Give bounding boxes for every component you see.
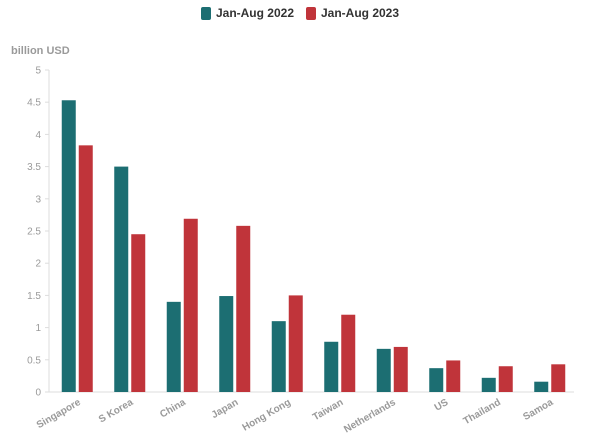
y-tick-label: 2.5 <box>27 227 41 238</box>
bar-thailand-2022 <box>481 377 496 392</box>
x-category-label: Taiwan <box>311 397 345 423</box>
legend-item-2023[interactable]: Jan-Aug 2023 <box>306 6 399 20</box>
bar-china-2022 <box>166 301 181 392</box>
y-tick-label: 2 <box>35 259 41 270</box>
bar-s-korea-2023 <box>131 234 146 392</box>
y-tick-label: 0 <box>35 388 41 399</box>
bar-samoa-2023 <box>551 364 566 392</box>
bar-singapore-2022 <box>61 100 76 392</box>
y-tick-label: 5 <box>35 66 41 77</box>
bar-netherlands-2023 <box>393 346 408 392</box>
x-category-label: Hong Kong <box>241 397 293 433</box>
bar-china-2023 <box>183 218 198 392</box>
y-tick-label: 1 <box>35 323 41 334</box>
y-tick-label: 4 <box>35 130 41 141</box>
y-tick-label: 1.5 <box>27 291 41 302</box>
x-category-label: S Korea <box>97 397 136 426</box>
bar-taiwan-2022 <box>324 341 339 392</box>
y-tick-label: 4.5 <box>27 98 41 109</box>
bar-japan-2022 <box>219 296 234 392</box>
x-category-label: Samoa <box>521 397 555 423</box>
x-category-label: China <box>158 397 188 421</box>
bar-s-korea-2022 <box>114 166 129 392</box>
bar-hong-kong-2022 <box>271 321 286 392</box>
legend-swatch-2022 <box>200 6 211 20</box>
legend-label-2022: Jan-Aug 2022 <box>215 6 294 20</box>
bar-thailand-2023 <box>498 366 513 392</box>
y-tick-label: 3.5 <box>27 162 41 173</box>
legend: Jan-Aug 2022 Jan-Aug 2023 <box>0 6 600 20</box>
y-axis-unit-label: billion USD <box>11 45 70 57</box>
bar-hong-kong-2023 <box>288 295 303 392</box>
bar-us-2023 <box>446 360 461 392</box>
bar-samoa-2022 <box>534 381 549 392</box>
legend-swatch-2023 <box>306 6 316 20</box>
legend-item-2022[interactable]: Jan-Aug 2022 <box>200 6 294 20</box>
bar-taiwan-2023 <box>341 314 356 392</box>
x-category-label: Singapore <box>35 397 83 431</box>
bar-netherlands-2022 <box>376 348 391 392</box>
x-category-label: Netherlands <box>342 397 398 436</box>
legend-label-2023: Jan-Aug 2023 <box>321 6 400 20</box>
x-category-label: Japan <box>210 397 241 421</box>
y-tick-label: 3 <box>35 194 41 205</box>
y-tick-label: 0.5 <box>27 355 41 366</box>
x-category-label: Thailand <box>462 397 503 427</box>
bar-singapore-2023 <box>78 145 93 392</box>
bar-us-2022 <box>429 368 444 392</box>
bar-japan-2023 <box>236 225 251 392</box>
x-category-label: US <box>433 397 451 414</box>
